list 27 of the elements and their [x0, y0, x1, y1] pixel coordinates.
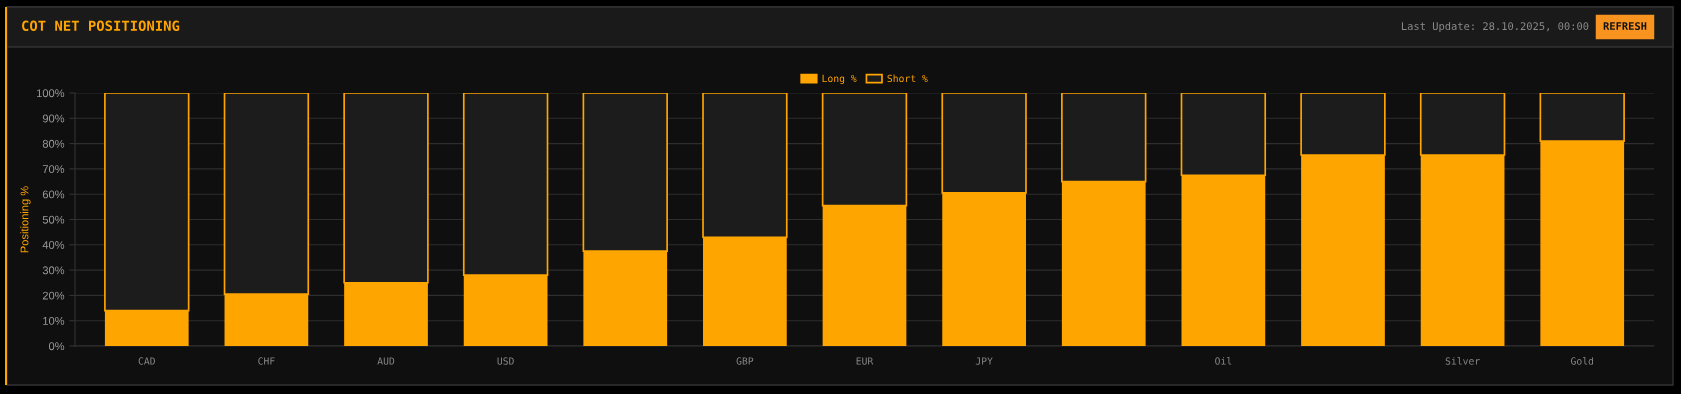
x-tick-label: Silver	[1445, 357, 1480, 365]
y-tick-label: 0%	[48, 342, 65, 351]
y-tick-label: 100%	[37, 89, 65, 98]
x-tick-label: Oil	[1215, 357, 1232, 365]
y-tick-label: 90%	[42, 114, 65, 123]
text: REFRESH	[1603, 22, 1647, 31]
legend-label: Long %	[822, 74, 857, 85]
y-tick-label: 20%	[42, 291, 65, 300]
y-tick-label: 40%	[42, 241, 65, 249]
y-tick-label: 10%	[43, 316, 65, 325]
text: Last Update: 28.10.2025, 00:00	[1401, 21, 1589, 33]
chart-title: COT NET POSITIONING	[22, 20, 180, 32]
y-tick-label: 70%	[42, 165, 65, 174]
x-tick-label: AUD	[377, 357, 395, 365]
x-tick-label: JPY	[975, 357, 993, 365]
y-tick-label: 80%	[42, 139, 65, 148]
x-tick-label: USD	[497, 357, 514, 365]
x-tick-label: CHF	[258, 357, 275, 365]
y-tick-label: 60%	[42, 190, 65, 199]
legend-label: Short %	[887, 74, 928, 83]
x-tick-label: Gold	[1571, 357, 1594, 365]
x-tick-label: GBP	[736, 357, 754, 365]
y-tick-label: 50%	[42, 215, 65, 224]
y-axis-title: Positioning %	[20, 186, 31, 253]
y-tick-label: 30%	[42, 266, 65, 275]
x-tick-label: EUR	[856, 357, 874, 365]
x-tick-label: CAD	[138, 357, 155, 365]
